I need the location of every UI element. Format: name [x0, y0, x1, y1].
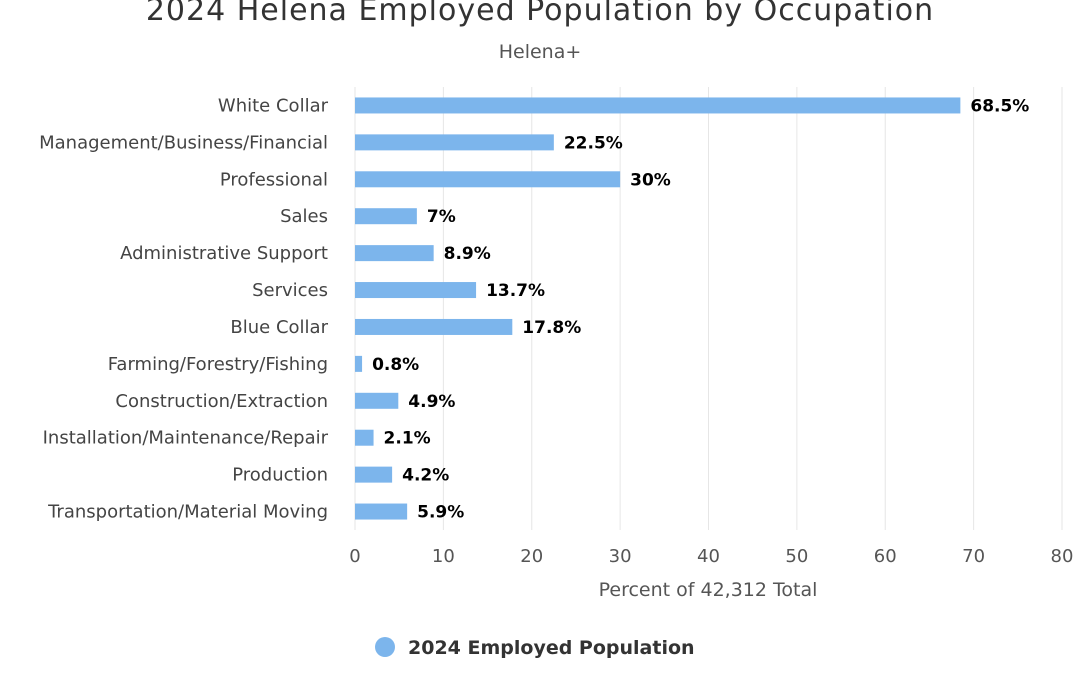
category-label: Construction/Extraction: [115, 391, 328, 412]
category-label: Management/Business/Financial: [39, 132, 328, 153]
chart-title: 2024 Helena Employed Population by Occup…: [146, 0, 934, 28]
bar[interactable]: [355, 318, 513, 335]
bars-group: [355, 97, 961, 520]
x-tick-label: 40: [697, 546, 720, 567]
x-tick-label: 30: [609, 546, 632, 567]
data-label: 4.9%: [408, 392, 455, 412]
x-tick-label: 10: [432, 546, 455, 567]
category-label: Sales: [280, 206, 328, 227]
x-tick-label: 50: [785, 546, 808, 567]
chart-subtitle: Helena+: [499, 41, 582, 63]
data-label: 2.1%: [384, 429, 431, 449]
x-axis-ticks: 0 10 20 30 40 50 60 70 80: [349, 546, 1073, 567]
bar[interactable]: [355, 392, 399, 409]
bar[interactable]: [355, 429, 374, 446]
x-tick-label: 80: [1051, 546, 1074, 567]
legend-label[interactable]: 2024 Employed Population: [408, 637, 695, 659]
bar[interactable]: [355, 282, 477, 299]
category-label: Blue Collar: [230, 317, 328, 338]
bar[interactable]: [355, 171, 621, 188]
x-axis-title: Percent of 42,312 Total: [599, 579, 818, 601]
category-label: Services: [252, 280, 328, 301]
x-tick-label: 60: [874, 546, 897, 567]
data-labels: 68.5% 22.5% 30% 7% 8.9% 13.7% 17.8% 0.8% 4.9% 2.1…: [372, 96, 1029, 522]
bar[interactable]: [355, 245, 434, 262]
category-labels: White Collar Management/Business/Financia…: [39, 95, 329, 522]
gridlines: [354, 87, 1063, 530]
data-label: 68.5%: [970, 96, 1029, 116]
category-label: Installation/Maintenance/Repair: [43, 428, 329, 449]
bar[interactable]: [355, 134, 554, 151]
data-label: 22.5%: [564, 133, 623, 153]
data-label: 30%: [630, 170, 671, 190]
category-label: Administrative Support: [120, 243, 328, 264]
data-label: 17.8%: [522, 318, 581, 338]
data-label: 0.8%: [372, 355, 419, 375]
bar[interactable]: [355, 466, 393, 483]
data-label: 4.2%: [402, 466, 449, 486]
x-tick-label: 20: [520, 546, 543, 567]
x-tick-label: 0: [349, 546, 360, 567]
bar[interactable]: [355, 355, 363, 372]
x-tick-label: 70: [962, 546, 985, 567]
category-label: Professional: [220, 169, 328, 190]
category-label: Production: [232, 465, 328, 486]
category-label: Farming/Forestry/Fishing: [108, 354, 328, 375]
category-label: Transportation/Material Moving: [47, 502, 328, 523]
bar[interactable]: [355, 208, 417, 225]
data-label: 8.9%: [444, 244, 491, 264]
data-label: 5.9%: [417, 503, 464, 523]
data-label: 13.7%: [486, 281, 545, 301]
category-label: White Collar: [218, 95, 329, 116]
bar[interactable]: [355, 503, 408, 520]
data-label: 7%: [427, 207, 456, 227]
legend-marker-icon[interactable]: [375, 637, 395, 657]
legend[interactable]: 2024 Employed Population: [375, 637, 695, 659]
bar[interactable]: [355, 97, 961, 114]
